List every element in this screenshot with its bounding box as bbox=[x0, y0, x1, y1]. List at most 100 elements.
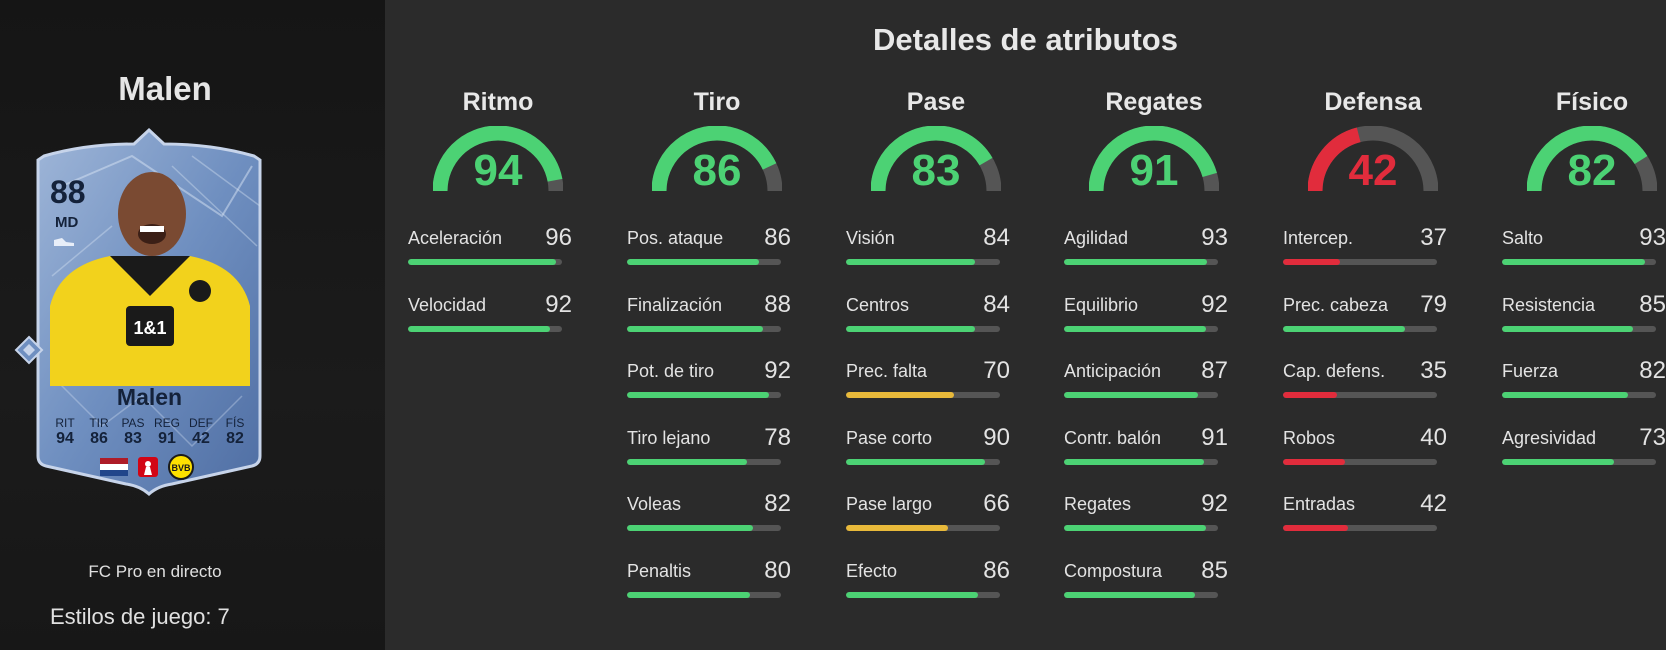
attribute-value: 82 bbox=[764, 490, 791, 517]
attribute-name: Robos bbox=[1283, 427, 1336, 448]
attribute-name: Fuerza bbox=[1502, 361, 1559, 381]
attribute-bar bbox=[1502, 458, 1656, 465]
category-gauge: 94 bbox=[398, 122, 598, 200]
card-stat-label: FÍS bbox=[225, 416, 245, 430]
card-stat-label: REG bbox=[153, 416, 180, 430]
category-gauge: 86 bbox=[617, 122, 817, 200]
attribute-name: Pase corto bbox=[846, 427, 933, 448]
attribute-bar-fill bbox=[627, 325, 763, 332]
gauge-arc bbox=[1527, 126, 1657, 192]
attribute-bar-fill bbox=[1283, 392, 1337, 398]
attribute-row: Pase largo 66 bbox=[836, 490, 1036, 561]
attribute-name: Pos. ataque bbox=[627, 228, 724, 248]
player-photo: 1&1 bbox=[50, 172, 250, 386]
attribute-bar bbox=[1064, 392, 1218, 398]
attribute-name: Pot. de tiro bbox=[627, 361, 715, 381]
category-value: 83 bbox=[911, 146, 961, 195]
attribute-name: Compostura bbox=[1064, 560, 1163, 581]
attribute-value: 92 bbox=[545, 290, 572, 318]
category-gauge: 42 bbox=[1273, 122, 1473, 200]
attribute-bar bbox=[627, 458, 781, 465]
attribute-row: Anticipación 87 bbox=[1054, 357, 1254, 428]
attribute-bar bbox=[846, 325, 1000, 332]
category-title: Físico bbox=[1555, 88, 1629, 116]
attribute-bar bbox=[846, 591, 1000, 598]
attribute-name: Aceleración bbox=[408, 228, 503, 248]
gauge-fill bbox=[1308, 126, 1438, 192]
attribute-bar bbox=[627, 525, 781, 531]
attribute-bar-fill bbox=[1064, 525, 1206, 531]
svg-text:BVB: BVB bbox=[171, 463, 191, 473]
attribute-row: Pos. ataque 86 bbox=[617, 224, 817, 295]
card-stat-label: RIT bbox=[55, 416, 75, 430]
attribute-value: 73 bbox=[1639, 423, 1666, 451]
attribute-bar bbox=[846, 392, 1000, 398]
attribute-row: Visión 84 bbox=[836, 224, 1036, 295]
card-stat-label: PAS bbox=[121, 416, 145, 430]
attribute-bar-fill bbox=[627, 525, 754, 531]
attribute-name: Agresividad bbox=[1502, 427, 1597, 448]
category-value: 91 bbox=[1129, 146, 1179, 195]
attribute-value: 79 bbox=[1420, 290, 1447, 318]
attribute-bar-fill bbox=[1064, 392, 1198, 398]
attribute-value: 93 bbox=[1201, 224, 1228, 251]
attribute-bar-fill bbox=[1064, 259, 1208, 265]
attribute-bar bbox=[627, 325, 781, 332]
card-stat-value: 94 bbox=[56, 430, 74, 447]
attribute-row: Compostura 85 bbox=[1054, 557, 1254, 628]
attribute-bar bbox=[1064, 458, 1218, 465]
attribute-name: Voleas bbox=[627, 494, 682, 514]
attribute-value: 90 bbox=[983, 423, 1010, 451]
category-title: Ritmo bbox=[462, 88, 534, 116]
attribute-bar bbox=[1283, 458, 1437, 465]
attribute-value: 92 bbox=[1201, 490, 1228, 517]
attribute-value: 96 bbox=[545, 224, 572, 251]
attribute-bar-fill bbox=[1283, 458, 1345, 465]
attribute-list: Pos. ataque 86 Finalización 88 Pot. de tiro 9… bbox=[617, 224, 817, 627]
attribute-value: 40 bbox=[1420, 423, 1447, 451]
svg-text:1&1: 1&1 bbox=[133, 318, 166, 338]
attribute-bar bbox=[408, 259, 562, 265]
attribute-name: Centros bbox=[846, 294, 910, 315]
attribute-bar-fill bbox=[627, 591, 751, 598]
category-title: Tiro bbox=[693, 88, 741, 116]
attribute-name: Finalización bbox=[627, 294, 723, 315]
attribute-row: Regates 92 bbox=[1054, 490, 1254, 561]
attribute-value: 66 bbox=[983, 490, 1010, 517]
attribute-bar bbox=[1283, 525, 1437, 531]
attribute-bar-fill bbox=[846, 591, 979, 598]
attribute-bar-fill bbox=[1283, 525, 1348, 531]
playstyles-count[interactable]: Estilos de juego: 7 bbox=[50, 604, 230, 629]
attribute-value: 37 bbox=[1420, 224, 1447, 251]
category-title: Pase bbox=[906, 88, 966, 116]
attribute-list: Visión 84 Centros 84 Prec. falta 70 Pase corto… bbox=[836, 224, 1036, 628]
attribute-name: Tiro lejano bbox=[627, 427, 711, 448]
attribute-row: Entradas 42 bbox=[1273, 490, 1473, 561]
attribute-value: 92 bbox=[1201, 290, 1228, 318]
attribute-bar bbox=[1283, 325, 1437, 332]
attribute-name: Salto bbox=[1502, 228, 1544, 248]
attribute-value: 85 bbox=[1201, 556, 1228, 584]
attribute-name: Anticipación bbox=[1064, 361, 1162, 381]
attribute-row: Contr. balón 91 bbox=[1054, 424, 1254, 495]
gauge-arc bbox=[652, 126, 782, 192]
attribute-name: Prec. falta bbox=[846, 361, 928, 381]
attribute-row: Finalización 88 bbox=[617, 291, 817, 362]
attribute-value: 86 bbox=[764, 224, 791, 251]
attribute-bar-fill bbox=[1064, 325, 1206, 332]
category-gauge: 82 bbox=[1492, 122, 1666, 200]
attribute-bar-fill bbox=[1502, 392, 1629, 398]
attribute-row: Efecto 86 bbox=[836, 557, 1036, 628]
attribute-bar-fill bbox=[627, 458, 748, 465]
card-stat-def: DEF 42 bbox=[184, 416, 218, 448]
category-tiro: Tiro 86 Pos. ataque 86 Finalización 88 Pot. de… bbox=[617, 88, 817, 627]
category-value: 86 bbox=[692, 146, 742, 195]
attribute-bar bbox=[1064, 259, 1218, 265]
attribute-bar-fill bbox=[408, 325, 550, 332]
attribute-value: 91 bbox=[1201, 423, 1228, 451]
card-stat-label: TIR bbox=[89, 416, 109, 430]
attribute-row: Voleas 82 bbox=[617, 490, 817, 561]
player-card[interactable]: 1&1 88 MD Malen RIT 94 TIR 86 PAS 83 REG 91 DEF 4… bbox=[22, 126, 277, 496]
card-stat-tir: TIR 86 bbox=[82, 416, 116, 448]
attribute-bar-fill bbox=[1064, 458, 1205, 465]
